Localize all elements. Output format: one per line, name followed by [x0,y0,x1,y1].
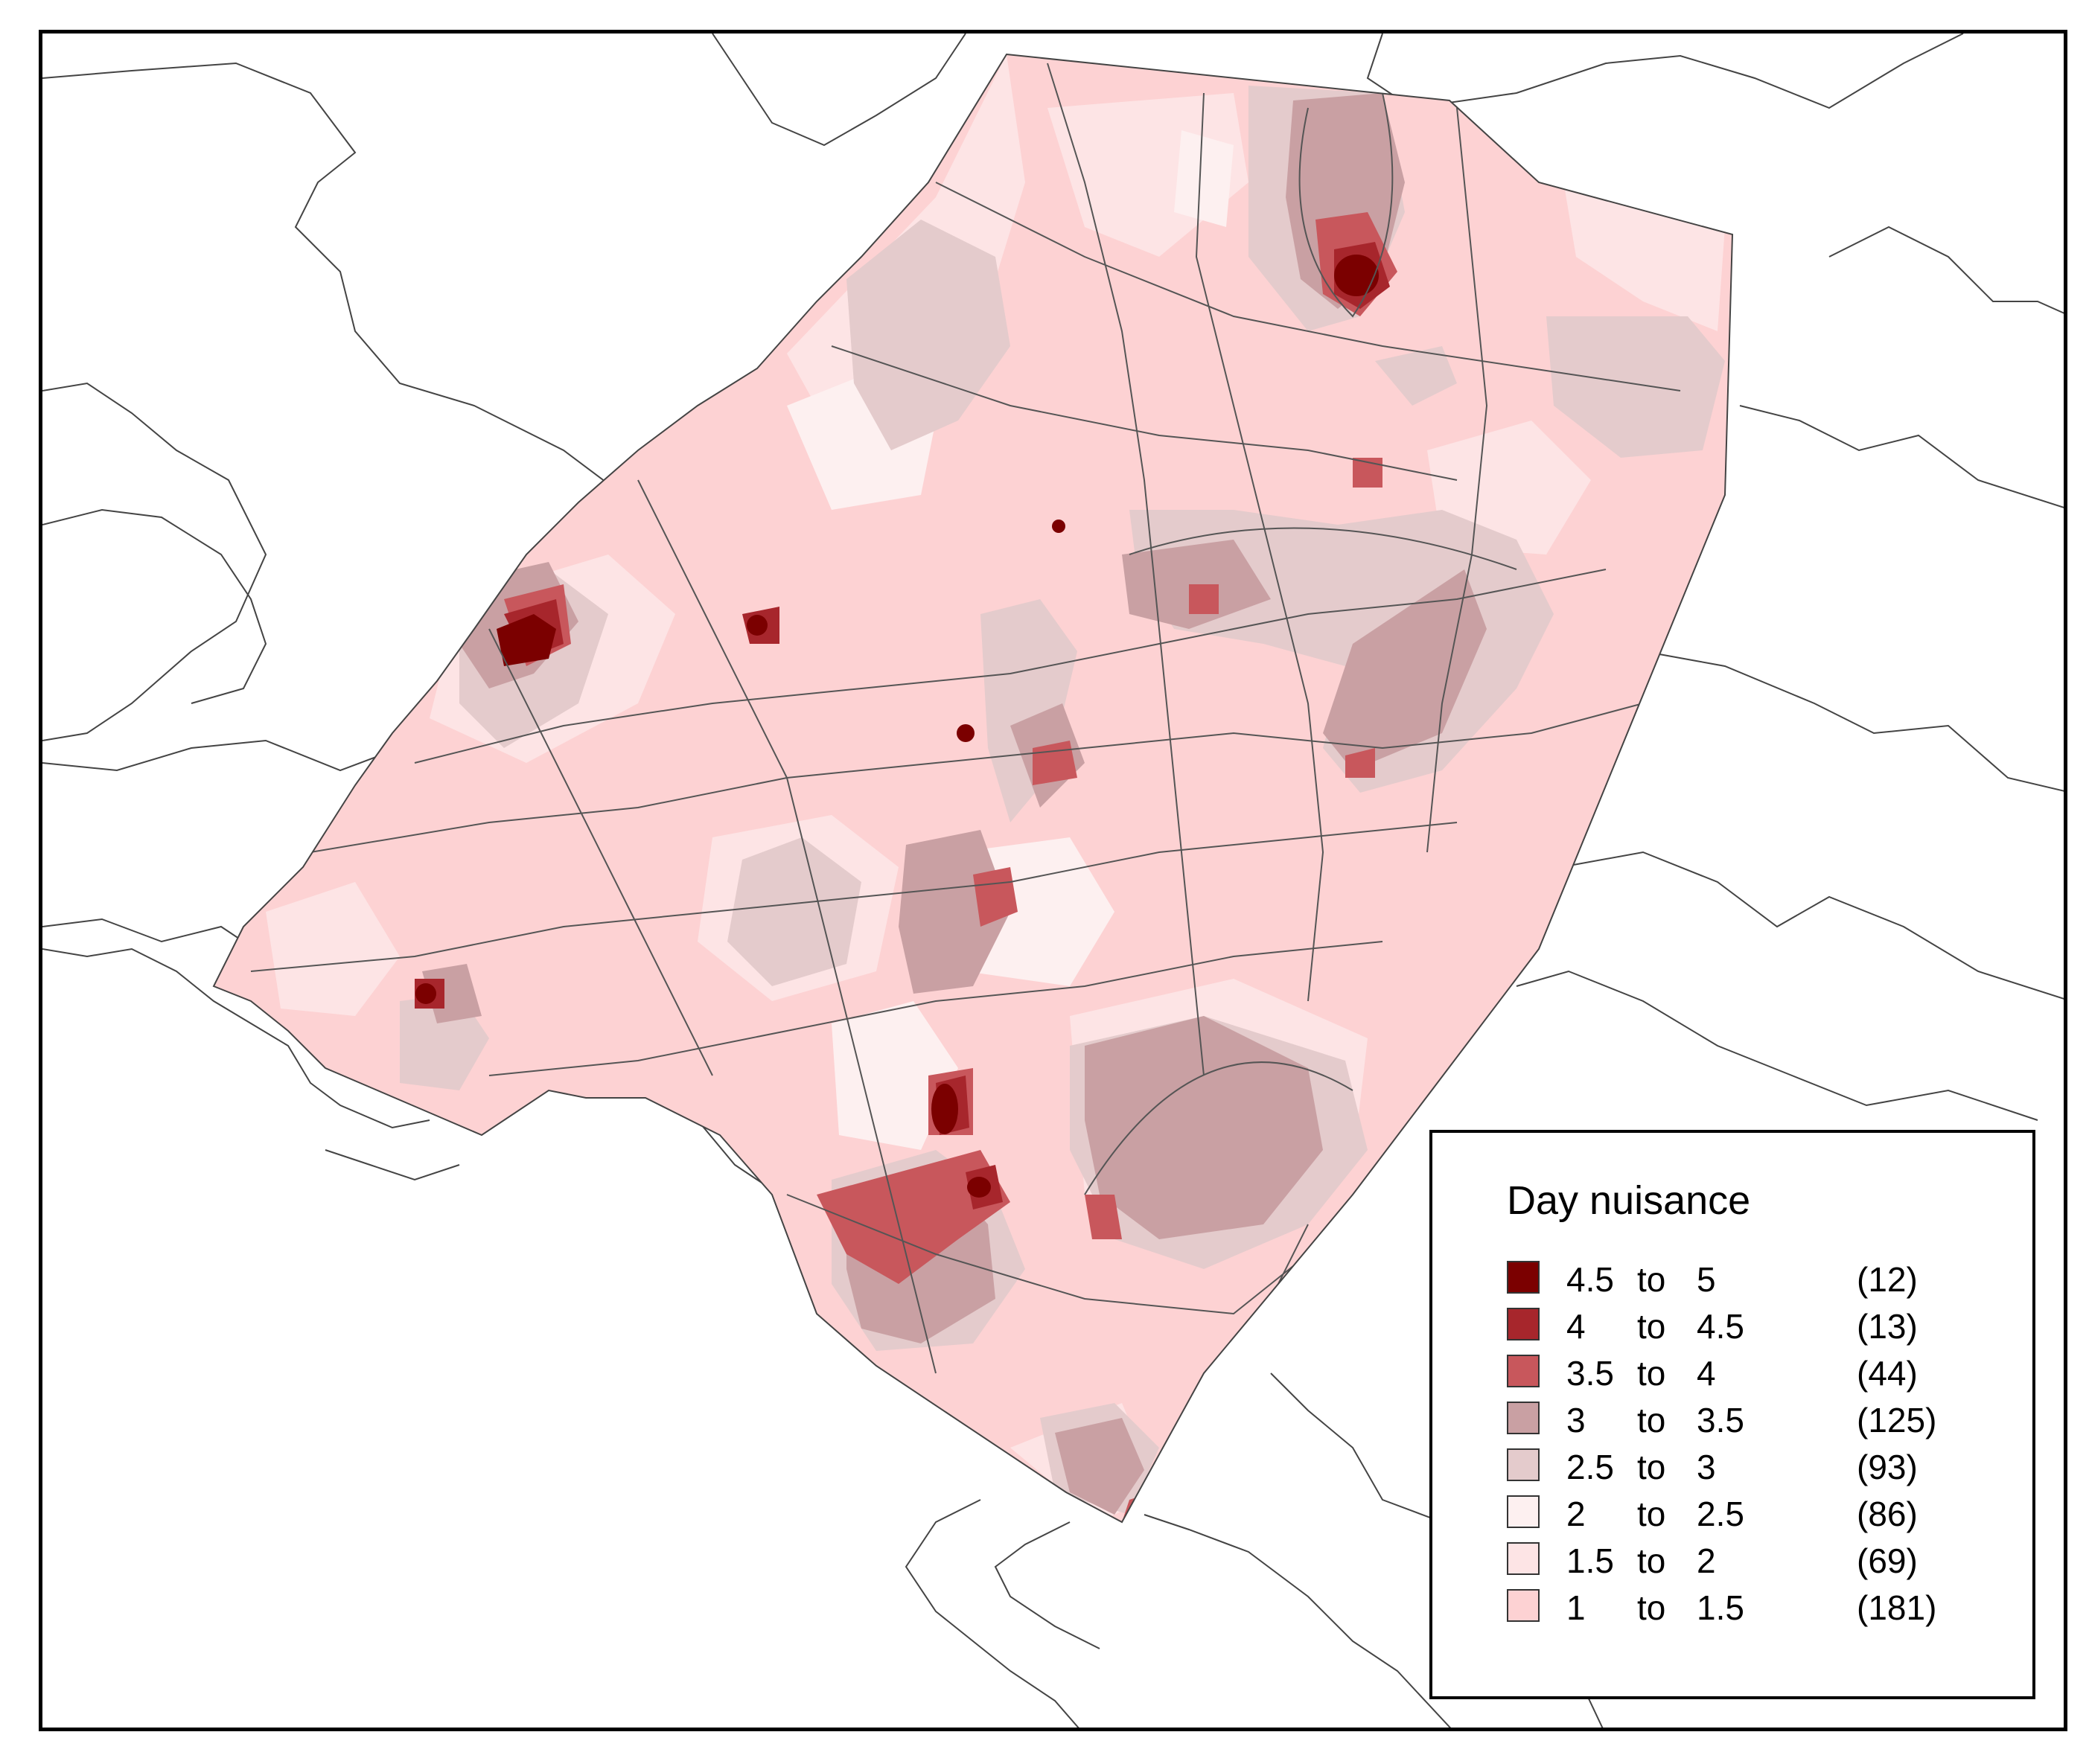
legend-range-to: to [1637,1495,1666,1533]
legend-swatch [1507,1448,1540,1481]
legend-count: (93) [1857,1448,1918,1486]
legend-range-to: to [1637,1307,1666,1346]
legend-range-high: 1.5 [1697,1588,1744,1627]
legend-range-low: 2 [1566,1495,1586,1533]
legend-range-low: 3 [1566,1401,1586,1439]
legend-range-high: 4 [1697,1354,1716,1393]
legend-range-low: 3.5 [1566,1354,1614,1393]
legend: Day nuisance 4.5 to 5 (12) 4 to 4.5 (13) 3.5 to 4 (… [1429,1130,2035,1699]
study-area-outline [212,53,1734,1524]
legend-swatch [1507,1261,1540,1294]
legend-swatch [1507,1589,1540,1622]
legend-count: (86) [1857,1495,1918,1533]
legend-range-high: 3 [1697,1448,1716,1486]
legend-count: (44) [1857,1354,1918,1393]
legend-swatch [1507,1495,1540,1528]
contour-lines [250,63,1681,1486]
legend-range-to: to [1637,1401,1666,1439]
legend-range-to: to [1637,1448,1666,1486]
legend-count: (13) [1857,1307,1918,1346]
legend-swatch [1507,1402,1540,1434]
legend-swatch [1507,1308,1540,1340]
darkest-cores [415,255,1379,1198]
legend-count: (181) [1857,1588,1937,1627]
legend-range-high: 3.5 [1697,1401,1744,1439]
legend-range-to: to [1637,1541,1666,1580]
legend-range-low: 1.5 [1566,1541,1614,1580]
legend-range-low: 1 [1566,1588,1586,1627]
legend-count: (12) [1857,1260,1918,1299]
legend-range-high: 2 [1697,1541,1716,1580]
legend-swatch [1507,1355,1540,1387]
legend-swatch [1507,1542,1540,1575]
legend-range-to: to [1637,1354,1666,1393]
legend-count: (125) [1857,1401,1937,1439]
legend-range-high: 4.5 [1697,1307,1744,1346]
legend-count: (69) [1857,1541,1918,1580]
legend-range-high: 2.5 [1697,1495,1744,1533]
legend-range-low: 2.5 [1566,1448,1614,1486]
legend-range-high: 5 [1697,1260,1716,1299]
legend-range-to: to [1637,1260,1666,1299]
legend-range-low: 4.5 [1566,1260,1614,1299]
legend-title: Day nuisance [1507,1178,1751,1223]
legend-range-low: 4 [1566,1307,1586,1346]
legend-range-to: to [1637,1588,1666,1627]
